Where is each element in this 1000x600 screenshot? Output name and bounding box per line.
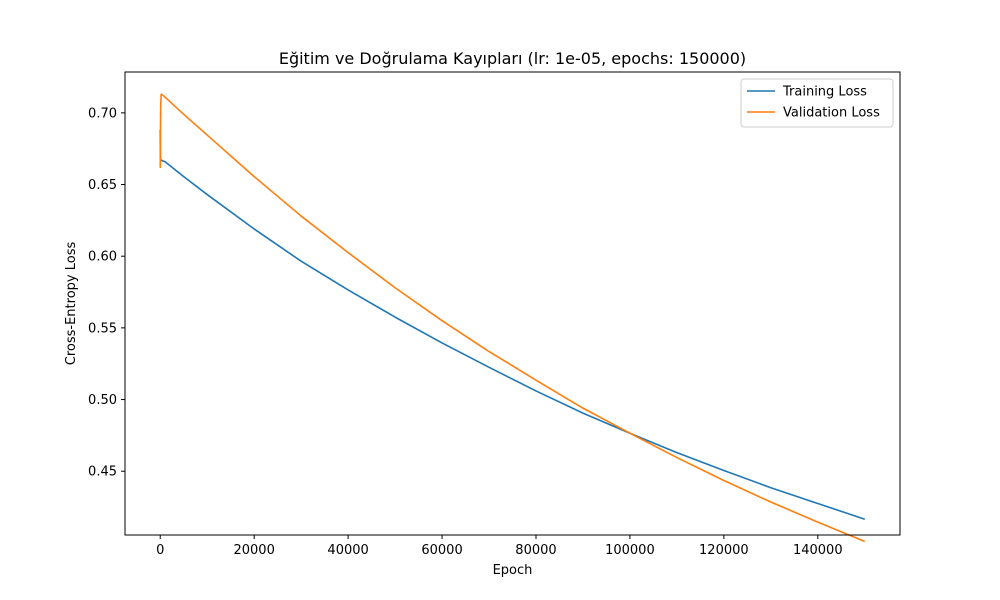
x-tick-label: 80000	[515, 543, 556, 558]
y-axis-ticks: 0.45 0.50 0.55 0.60 0.65 0.70	[88, 106, 125, 480]
series-layer	[159, 93, 866, 543]
y-tick-label: 0.60	[88, 250, 117, 265]
y-tick-label: 0.70	[88, 106, 117, 121]
x-tick-label: 40000	[327, 543, 368, 558]
legend-label-1: Validation Loss	[783, 106, 880, 121]
x-tick-label: 60000	[421, 543, 462, 558]
x-tick-label: 0	[156, 543, 164, 558]
y-tick-label: 0.65	[88, 178, 117, 193]
x-tick-label: 100000	[605, 543, 655, 558]
x-axis-ticks: 0 20000 40000 60000 80000 100000 120000 140000	[156, 535, 843, 558]
y-tick-label: 0.50	[88, 393, 117, 408]
legend: Training Loss Validation Loss	[740, 78, 894, 128]
plot-frame	[124, 71, 901, 536]
x-axis-label: Epoch	[493, 563, 533, 578]
chart-title: Eğitim ve Doğrulama Kayıpları (lr: 1e-05…	[279, 49, 746, 68]
legend-label-0: Training Loss	[782, 85, 867, 100]
x-tick-label: 140000	[793, 543, 843, 558]
x-tick-label: 20000	[233, 543, 274, 558]
legend-box	[740, 78, 894, 128]
y-axis-label: Cross-Entropy Loss	[64, 242, 79, 366]
y-tick-label: 0.45	[88, 465, 117, 480]
series-line-1	[159, 93, 866, 543]
y-tick-label: 0.55	[88, 321, 117, 336]
x-tick-label: 120000	[699, 543, 749, 558]
